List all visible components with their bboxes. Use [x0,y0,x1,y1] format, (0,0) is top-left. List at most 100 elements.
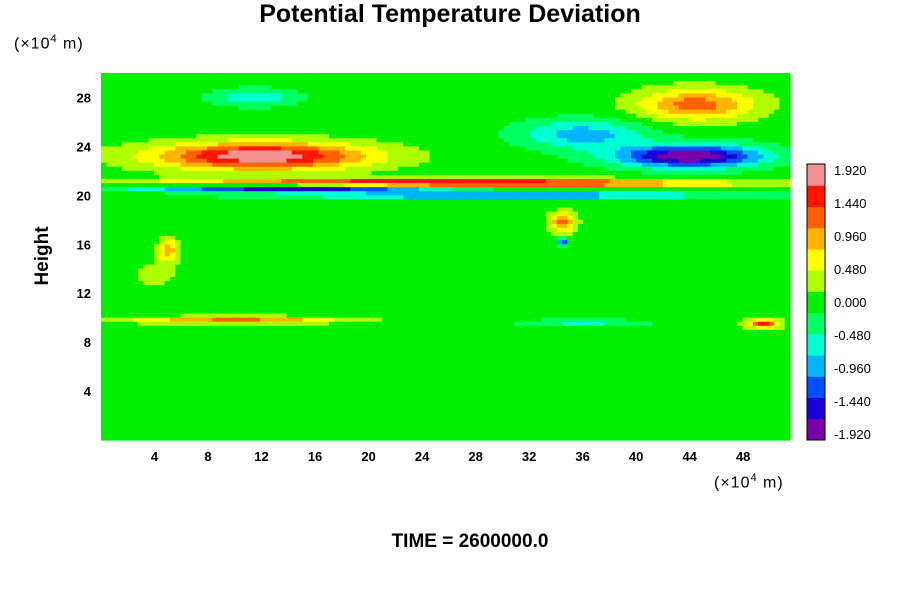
heatmap-cell [609,113,616,119]
heatmap-cell [413,77,420,82]
heatmap-cell [747,199,754,205]
heatmap-cell [127,134,134,139]
heatmap-cell [588,207,595,213]
heatmap-cell [154,93,160,99]
heatmap-cell [381,211,388,217]
heatmap-cell [148,130,155,135]
heatmap-cell [535,150,542,156]
heatmap-cell [652,195,659,201]
heatmap-cell [540,146,547,152]
heatmap-cell [747,211,754,217]
heatmap-cell [615,142,621,147]
heatmap-cell [662,109,669,115]
heatmap-cell [487,219,494,225]
heatmap-cell [138,203,144,209]
heatmap-cell [419,166,425,172]
heatmap-cell [339,199,346,205]
heatmap-cell [376,203,383,209]
heatmap-cell [498,105,505,111]
heatmap-cell [387,73,394,78]
heatmap-cell [763,199,770,205]
heatmap-cell [615,207,621,213]
heatmap-cell [260,73,266,78]
heatmap-cell [673,77,680,82]
heatmap-cell [620,223,627,229]
heatmap-cell [101,101,107,107]
heatmap-cell [599,126,606,131]
heatmap-cell [275,142,282,147]
heatmap-cell [657,93,664,99]
heatmap-cell [657,138,664,143]
heatmap-cell [472,203,478,209]
heatmap-cell [376,223,383,229]
heatmap-cell [419,162,425,168]
heatmap-cell [191,166,197,172]
heatmap-cell [758,134,765,139]
heatmap-cell [551,187,558,192]
heatmap-cell [323,130,330,135]
heatmap-cell [281,199,288,205]
heatmap-cell [551,142,558,147]
heatmap-cell [737,211,743,217]
heatmap-cell [413,166,420,172]
heatmap-cell [132,130,139,135]
heatmap-cell [779,142,786,147]
heatmap-cell [715,130,722,135]
heatmap-cell [646,170,653,176]
heatmap-cell [588,170,595,176]
heatmap-cell [530,105,537,111]
heatmap-cell [106,199,113,205]
heatmap-cell [726,73,733,78]
heatmap-cell [710,121,717,127]
heatmap-cell [519,134,526,139]
heatmap-cell [212,109,219,115]
heatmap-cell [678,219,685,225]
heatmap-cell [684,138,690,143]
heatmap-cell [636,130,643,135]
heatmap-cell [588,130,595,135]
heatmap-cell [307,219,314,225]
heatmap-cell [397,195,404,201]
heatmap-cell [381,203,388,209]
heatmap-cell [254,170,261,176]
heatmap-cell [434,130,441,135]
heatmap-cell [318,219,325,225]
heatmap-cell [641,187,648,192]
heatmap-cell [106,191,113,196]
heatmap-cell [609,174,616,180]
heatmap-cell [774,158,780,164]
heatmap-cell [132,121,139,127]
heatmap-cell [450,170,457,176]
heatmap-cell [318,130,325,135]
heatmap-cell [477,219,484,225]
heatmap-cell [328,207,335,213]
heatmap-cell [731,146,738,152]
heatmap-cell [434,97,441,103]
heatmap-cell [774,113,780,119]
heatmap-cell [201,203,208,209]
heatmap-cell [530,162,537,168]
heatmap-cell [715,174,722,180]
heatmap-cell [599,130,606,135]
heatmap-cell [556,223,563,229]
heatmap-cell [207,146,213,152]
heatmap-cell [472,162,478,168]
heatmap-cell [169,126,176,131]
heatmap-cell [413,199,420,205]
heatmap-cell [556,121,563,127]
heatmap-cell [514,73,521,78]
heatmap-cell [132,146,139,152]
heatmap-cell [461,150,468,156]
heatmap-cell [196,134,203,139]
heatmap-cell [286,93,293,99]
heatmap-cell [699,105,706,111]
heatmap-cell [472,73,478,78]
heatmap-cell [768,142,775,147]
heatmap-cell [509,207,515,213]
heatmap-cell [540,179,547,184]
heatmap-cell [275,117,282,123]
heatmap-cell [668,191,674,196]
heatmap-cell [328,138,335,143]
heatmap-cell [705,211,712,217]
heatmap-cell [286,105,293,111]
